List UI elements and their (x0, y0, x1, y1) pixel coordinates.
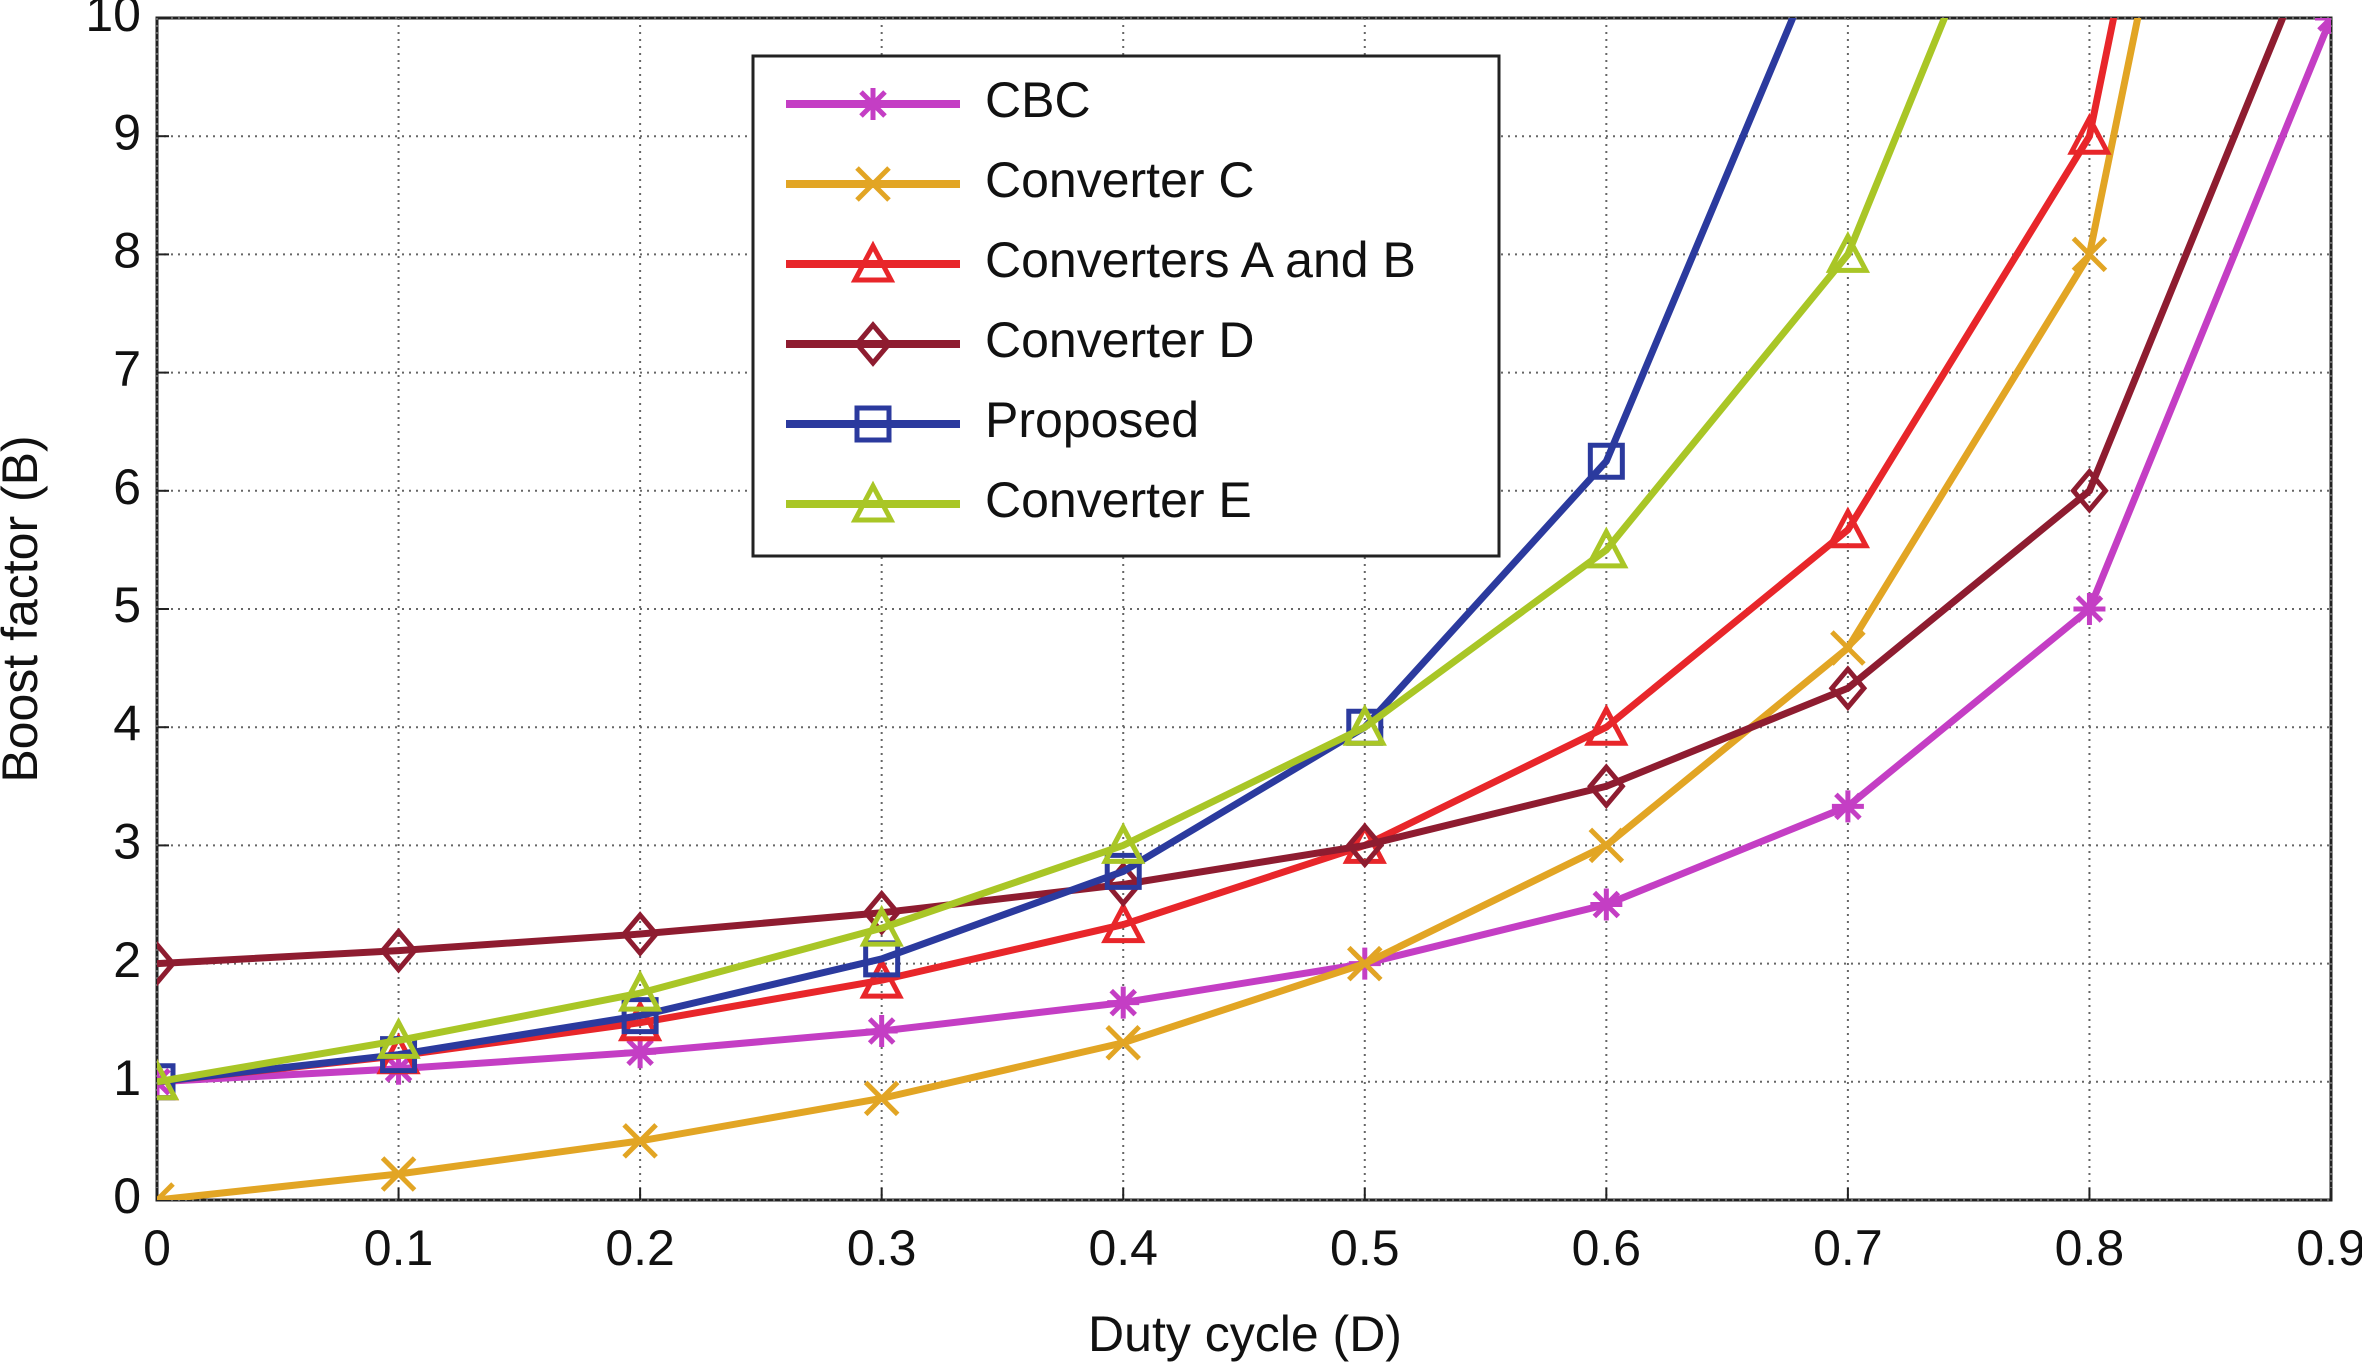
y-tick-label: 10 (85, 0, 141, 42)
marker (859, 956, 904, 999)
marker (2070, 467, 2109, 514)
x-tick-label: 0.7 (1813, 1220, 1883, 1276)
y-tick-label: 6 (113, 459, 141, 515)
marker (1345, 822, 1385, 869)
marker (1590, 888, 1623, 921)
marker (380, 1156, 417, 1192)
y-tick-label: 8 (113, 223, 141, 279)
x-tick-label: 0.3 (847, 1220, 917, 1276)
x-tick-label: 0.2 (605, 1220, 675, 1276)
legend-label: Converter E (985, 472, 1252, 528)
legend-label: Converter C (985, 152, 1255, 208)
marker (1830, 630, 1866, 666)
y-tick-label: 4 (113, 695, 141, 751)
marker (1107, 986, 1140, 1019)
marker (157, 940, 177, 987)
x-tick-label: 0.5 (1330, 1220, 1400, 1276)
series-line (157, 18, 2287, 968)
y-tick-label: 7 (113, 341, 141, 397)
x-axis-label: Duty cycle (D) (1088, 1306, 1402, 1362)
y-tick-label: 0 (113, 1168, 141, 1224)
marker (1584, 703, 1629, 746)
legend: CBC Converter C Converters A and B Converte… (751, 54, 1501, 558)
marker (157, 1058, 180, 1101)
legend-label: Converters A and B (985, 232, 1416, 288)
marker (1342, 703, 1387, 746)
series-line (157, 18, 1949, 1086)
y-tick-label: 3 (113, 814, 141, 870)
y-tick-label: 9 (113, 104, 141, 160)
marker (859, 904, 904, 947)
x-tick-label: 0.9 (2296, 1220, 2362, 1276)
grid: 0 1 2 3 4 5 6 7 8 9 10 0 0.1 0.2 0.3 0.4 0.5 0.6 0.7 0.8 0.9 (85, 0, 2362, 1276)
marker (865, 1014, 898, 1047)
marker (1831, 790, 1864, 823)
marker (1828, 665, 1868, 712)
marker (1347, 945, 1383, 982)
y-tick-label: 1 (113, 1050, 141, 1106)
y-tick-label: 5 (113, 577, 141, 633)
series-group (157, 18, 2331, 1200)
y-tick-label: 2 (113, 932, 141, 988)
marker (857, 88, 889, 120)
marker (1101, 901, 1146, 944)
x-tick-label: 0.4 (1088, 1220, 1158, 1276)
series-line (157, 18, 2331, 1086)
marker (855, 166, 891, 202)
marker (850, 480, 896, 523)
marker (863, 1080, 900, 1117)
marker (850, 240, 896, 283)
y-axis-label: Boost factor (B) (0, 435, 48, 782)
marker (2315, 18, 2331, 34)
marker (157, 1182, 175, 1200)
marker (622, 1123, 658, 1159)
marker (1825, 506, 1871, 549)
legend-label: Proposed (985, 392, 1199, 448)
x-tick-label: 0.1 (364, 1220, 434, 1276)
marker (854, 405, 892, 443)
series-line (157, 18, 1797, 1086)
marker (2073, 593, 2106, 625)
marker (617, 969, 663, 1012)
marker (862, 889, 901, 936)
marker (1588, 827, 1625, 864)
series-line (157, 18, 2142, 1200)
x-tick-label: 0 (143, 1220, 171, 1276)
marker (2071, 236, 2108, 273)
marker (620, 911, 660, 957)
legend-label: CBC (985, 72, 1091, 128)
marker (853, 321, 893, 367)
series-line (157, 18, 2118, 1086)
marker (1587, 442, 1625, 480)
legend-box (751, 54, 1501, 558)
marker (1101, 822, 1146, 864)
marker (1104, 852, 1142, 890)
legend-label: Converter D (985, 312, 1255, 368)
x-tick-label: 0.8 (2055, 1220, 2125, 1276)
marker (624, 1036, 657, 1069)
marker (1584, 526, 1629, 569)
marker (1825, 231, 1871, 273)
marker (617, 999, 663, 1042)
marker (621, 997, 659, 1035)
marker (1587, 763, 1626, 810)
marker (379, 927, 418, 974)
marker (2067, 112, 2112, 155)
marker (376, 1017, 421, 1059)
marker (1105, 1025, 1141, 1061)
x-tick-label: 0.6 (1572, 1220, 1642, 1276)
